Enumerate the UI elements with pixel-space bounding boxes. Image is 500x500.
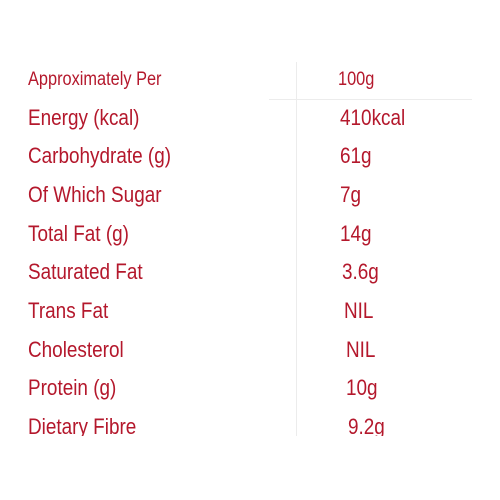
nutrient-label: Trans Fat <box>28 298 109 323</box>
header-value: 100g <box>338 69 375 90</box>
nutrient-row-dietary-fibre: Dietary Fibre 9.2g <box>28 409 472 436</box>
nutrient-label: Dietary Fibre <box>28 414 137 436</box>
nutrient-value: NIL <box>344 298 374 323</box>
nutrient-label: Energy (kcal) <box>28 105 140 130</box>
nutrient-row-sugar: Of Which Sugar 7g <box>28 177 472 213</box>
nutrient-value: NIL <box>346 337 376 362</box>
nutrient-value: 14g <box>340 221 372 246</box>
nutrient-row-trans-fat: Trans Fat NIL <box>28 293 472 329</box>
nutrient-row-carbohydrate: Carbohydrate (g) 61g <box>28 138 472 174</box>
nutrient-value: 10g <box>346 375 378 400</box>
nutrient-row-cholesterol: Cholesterol NIL <box>28 332 472 368</box>
nutrient-label: Protein (g) <box>28 375 117 400</box>
nutrition-table: Approximately Per 100g Energy (kcal) 410… <box>28 62 472 436</box>
nutrient-label: Carbohydrate (g) <box>28 143 172 168</box>
nutrient-row-saturated-fat: Saturated Fat 3.6g <box>28 254 472 290</box>
header-row: Approximately Per 100g <box>28 62 472 98</box>
nutrient-value: 7g <box>340 182 362 207</box>
nutrient-value: 3.6g <box>342 259 379 284</box>
nutrient-label: Total Fat (g) <box>28 221 129 246</box>
column-divider <box>296 62 297 436</box>
nutrient-label: Cholesterol <box>28 337 124 362</box>
nutrient-label: Of Which Sugar <box>28 182 162 207</box>
header-divider <box>269 99 472 100</box>
nutrient-row-total-fat: Total Fat (g) 14g <box>28 216 472 252</box>
nutrient-label: Saturated Fat <box>28 259 143 284</box>
nutrient-value: 410kcal <box>340 105 406 130</box>
header-label: Approximately Per <box>28 69 162 90</box>
nutrient-value: 9.2g <box>348 414 385 436</box>
nutrient-row-protein: Protein (g) 10g <box>28 370 472 406</box>
nutrient-value: 61g <box>340 143 372 168</box>
nutrient-row-energy: Energy (kcal) 410kcal <box>28 100 472 136</box>
